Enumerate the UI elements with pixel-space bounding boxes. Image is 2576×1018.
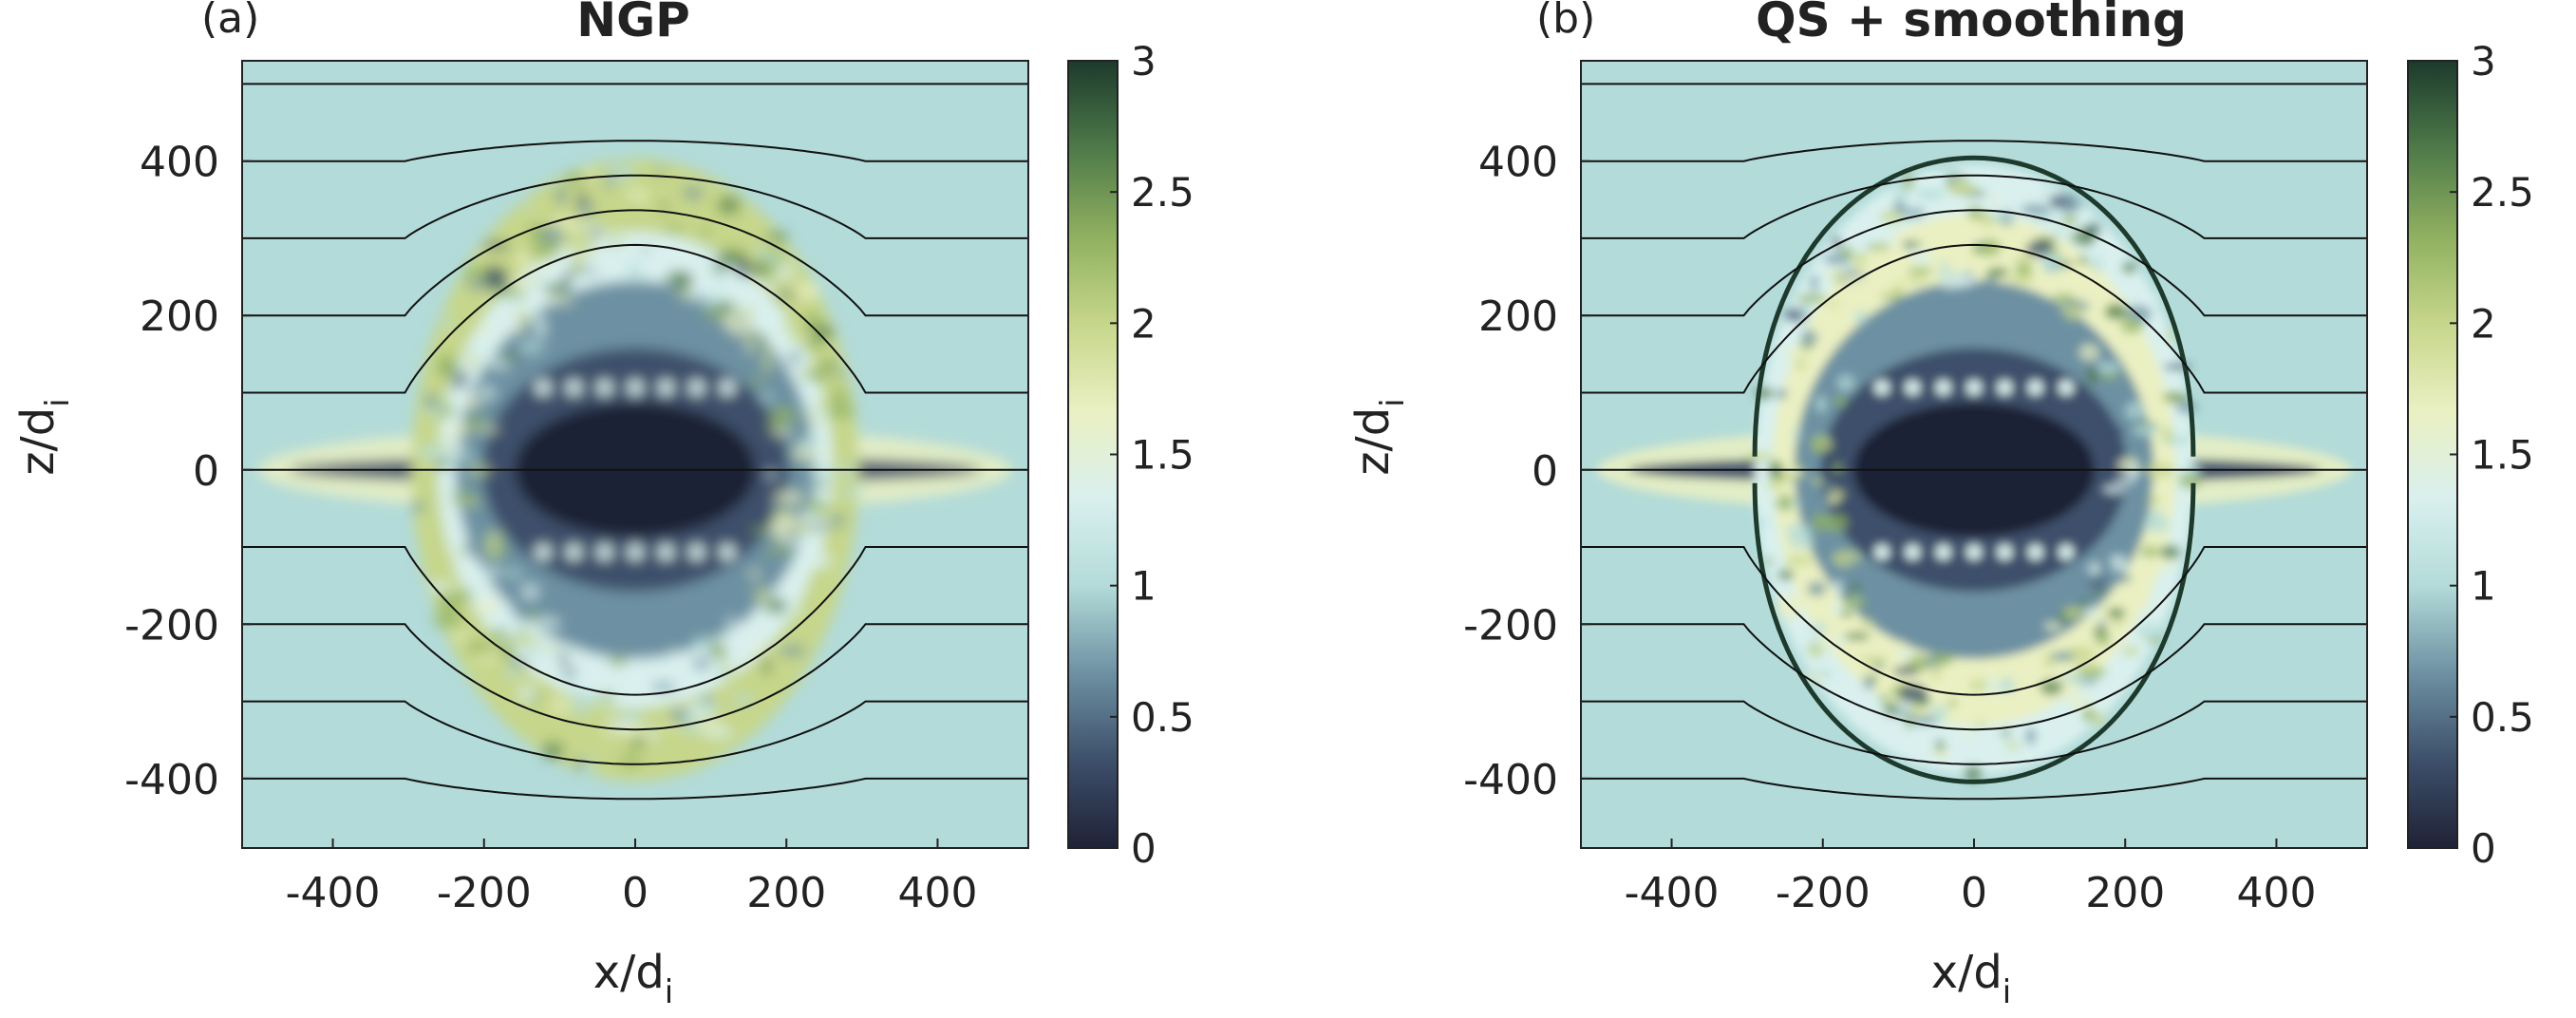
field-line <box>1581 174 2367 239</box>
colorbar-tick-label: 2.5 <box>1131 169 1194 216</box>
panel-a-ylabel: z/di <box>11 398 77 475</box>
colorbar-tick-label: 2.5 <box>2471 169 2534 216</box>
colorbar-tick-label: 1 <box>1131 563 1156 610</box>
y-tick-label: -200 <box>124 601 219 650</box>
x-tick-label: 200 <box>2085 869 2165 917</box>
colorbar-scale <box>2407 60 2458 849</box>
bubble-shell-front <box>1752 155 2196 784</box>
y-tick-label: 200 <box>1478 292 1558 341</box>
colorbar-tick-label: 1.5 <box>2471 432 2534 479</box>
field-line <box>242 700 1028 765</box>
field-line <box>1581 243 2367 394</box>
x-tick-label: -200 <box>437 869 532 917</box>
y-tick-label: -400 <box>124 756 219 804</box>
field-line <box>242 209 1028 317</box>
x-tick-label: -200 <box>1776 869 1871 917</box>
x-tick-label: 200 <box>746 869 826 917</box>
colorbar-tick-label: 0.5 <box>2471 694 2534 741</box>
x-tick-label: 400 <box>897 869 977 917</box>
field-line <box>242 623 1028 731</box>
panel-b: (b) QS + smoothing -400 -200 0 200 400-400-2… <box>1346 0 2534 1011</box>
colorbar-tick-label: 2 <box>1131 300 1156 347</box>
x-tick-label: 400 <box>2236 869 2316 917</box>
panel-b-title: QS + smoothing <box>1756 0 2187 47</box>
x-tick-label: -400 <box>286 869 381 917</box>
colorbar-tick-label: 3 <box>1131 38 1156 85</box>
y-tick-label: 400 <box>1478 139 1558 187</box>
panel-b-ylabel: z/di <box>1346 398 1412 475</box>
colorbar-tick-label: 1.5 <box>1131 432 1194 479</box>
x-tick-label: 0 <box>622 869 649 917</box>
field-line <box>242 174 1028 239</box>
field-line <box>242 546 1028 696</box>
field-line <box>242 777 1028 801</box>
x-tick-label: -400 <box>1625 869 1720 917</box>
heatmap-field <box>1581 61 2367 848</box>
x-tick-label: 0 <box>1961 869 1987 917</box>
colorbar-scale <box>1067 60 1119 849</box>
y-tick-label: 200 <box>140 292 219 341</box>
panel-a: (a) NGP -400 -200 0 200 400 -400 -200 0 200 400 0… <box>11 0 1194 1011</box>
field-line <box>1581 700 2367 765</box>
panel-b-xlabel: x/di <box>1931 946 2012 1011</box>
panel-a-plot-area: -400 -200 0 200 400 -400 -200 0 200 400 <box>124 60 1029 917</box>
colorbar-tick-label: 0.5 <box>1131 694 1194 741</box>
field-line <box>1581 777 2367 801</box>
colorbar-tick-label: 1 <box>2471 563 2496 610</box>
density-structure <box>257 159 1013 782</box>
colorbar-tick-label: 0 <box>1131 825 1156 872</box>
field-line <box>242 140 1028 162</box>
panel-a-colorbar: 0 0.5 1 1.5 2 2.5 3 <box>1067 38 1194 872</box>
y-tick-label: 400 <box>140 139 219 187</box>
panel-a-xlabel: x/di <box>593 946 674 1011</box>
panel-b-label: (b) <box>1536 0 1595 43</box>
y-tick-label: -200 <box>1463 601 1558 650</box>
colorbar-tick-label: 0 <box>2471 825 2496 872</box>
field-line <box>1581 209 2367 317</box>
field-line <box>242 243 1028 394</box>
y-tick-label: 0 <box>193 447 219 496</box>
field-line <box>1581 623 2367 731</box>
heatmap-field <box>242 61 1028 848</box>
y-tick-label: -400 <box>1463 756 1558 804</box>
panel-b-colorbar: 0 0.5 1 1.5 2 2.5 3 <box>2407 38 2534 872</box>
panel-b-plot-area: -400 -200 0 200 400 -400 -200 0 200 400 <box>1463 60 2368 917</box>
field-line <box>1581 140 2367 162</box>
colorbar-tick-label: 3 <box>2471 38 2496 85</box>
field-line <box>1581 546 2367 696</box>
panel-a-label: (a) <box>201 0 259 43</box>
y-tick-label: 0 <box>1532 447 1558 496</box>
colorbar-tick-label: 2 <box>2471 300 2496 347</box>
panel-a-title: NGP <box>576 0 690 47</box>
